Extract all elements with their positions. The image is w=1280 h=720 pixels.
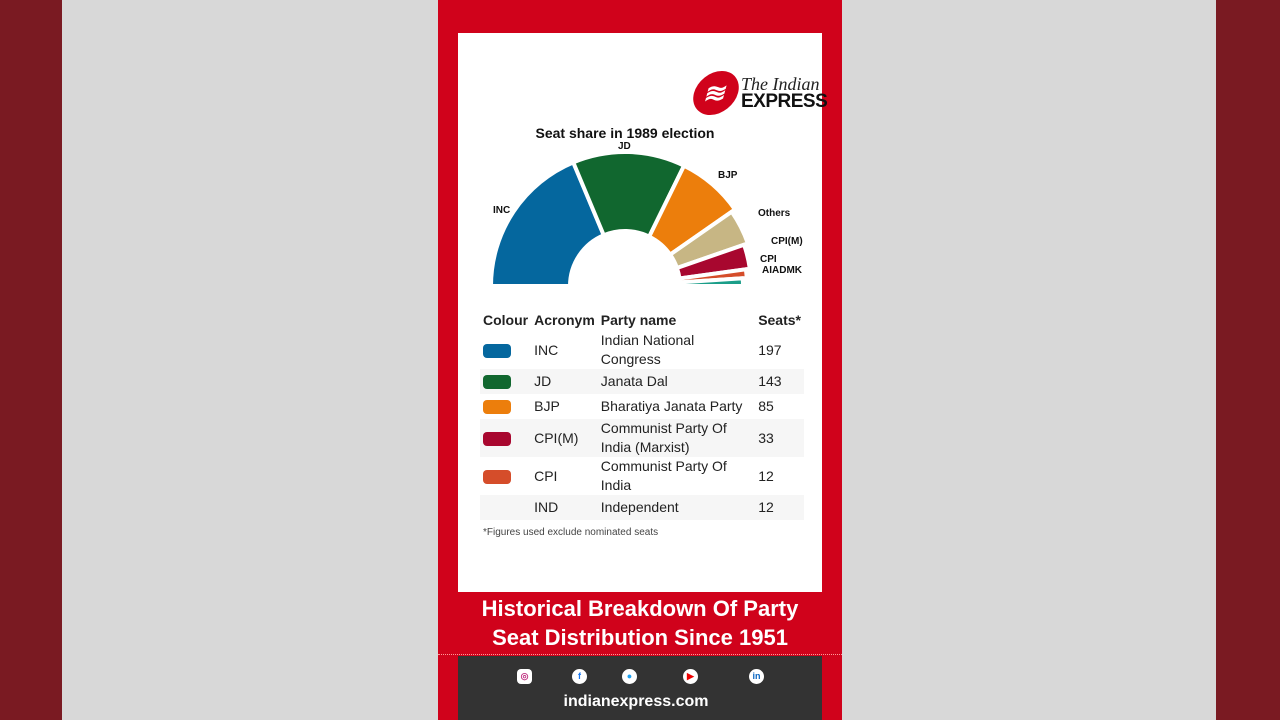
table-row: INC Indian National Congress 197 <box>480 331 804 369</box>
header-seats: Seats* <box>758 312 801 328</box>
colour-cell <box>480 331 531 369</box>
seats-cell: 33 <box>755 419 804 457</box>
header-colour: Colour <box>483 312 529 328</box>
party-name-cell: Indian National Congress <box>600 332 695 367</box>
colour-cell <box>480 369 532 394</box>
table-row: JD Janata Dal 143 <box>480 369 804 394</box>
colour-swatch <box>483 343 511 358</box>
blurred-background-right <box>842 0 1280 720</box>
acronym-cell: JD <box>531 369 598 394</box>
banner-line-2: Seat Distribution Since 1951 <box>492 625 788 650</box>
label-bjp: BJP <box>718 170 738 181</box>
logo-text-2: EXPRESS <box>741 91 828 112</box>
label-jd: JD <box>618 141 631 152</box>
segment-aiadmk <box>677 276 745 288</box>
party-name-cell: Bharatiya Janata Party <box>600 398 743 414</box>
colour-swatch <box>483 400 511 415</box>
seats-cell: 12 <box>755 495 804 520</box>
colour-cell <box>480 495 532 520</box>
banner-line-1: Historical Breakdown Of Party <box>481 596 799 621</box>
table-row: IND Independent 12 <box>480 495 804 520</box>
colour-swatch <box>483 469 511 484</box>
colour-swatch <box>483 375 511 390</box>
youtube-icon[interactable]: ▶ <box>683 669 698 684</box>
party-name-cell: Independent <box>597 495 756 520</box>
facebook-icon[interactable]: f <box>572 669 587 684</box>
seats-cell: 85 <box>758 398 774 414</box>
footer: ◎ f ● ▶ in indianexpress.com <box>458 656 822 720</box>
instagram-icon[interactable]: ◎ <box>517 669 532 684</box>
table-row: BJP Bharatiya Janata Party 85 <box>480 394 804 419</box>
infographic-card: ≋ The Indian EXPRESS Seat share in 1989 e… <box>458 33 828 592</box>
indian-express-logo: ≋ The Indian EXPRESS <box>688 71 828 115</box>
site-link[interactable]: indianexpress.com <box>563 693 709 710</box>
header-party-name: Party name <box>600 312 677 328</box>
acronym-cell: CPI <box>534 467 558 484</box>
party-name-cell: Communist Party Of India <box>600 458 727 493</box>
acronym-cell: INC <box>534 341 559 358</box>
acronym-cell: BJP <box>534 398 560 414</box>
blurred-background-left <box>0 0 438 720</box>
party-name-cell: Communist Party Of India (Marxist) <box>597 419 756 457</box>
party-name-cell: Janata Dal <box>597 369 756 394</box>
chart-title: Seat share in 1989 election <box>535 125 715 141</box>
seats-cell: 143 <box>755 369 804 394</box>
title-banner: Historical Breakdown Of Party Seat Distr… <box>438 592 842 655</box>
label-cpi: CPI <box>760 254 777 265</box>
colour-cell <box>480 457 531 495</box>
logo-text-1: The Indian <box>741 74 820 94</box>
table-row: CPI Communist Party Of India 12 <box>480 457 804 495</box>
label-others: Others <box>758 208 791 219</box>
seats-cell: 197 <box>758 341 782 358</box>
twitter-icon[interactable]: ● <box>622 669 637 684</box>
segment-inc <box>489 160 606 288</box>
label-aiadmk: AIADMK <box>762 265 803 276</box>
table-row: CPI(M) Communist Party Of India (Marxist… <box>480 419 804 457</box>
footnote: *Figures used exclude nominated seats <box>483 527 659 538</box>
colour-swatch <box>483 431 511 446</box>
header-acronym: Acronym <box>534 312 595 328</box>
acronym-cell: IND <box>531 495 598 520</box>
segment-bjp <box>647 163 737 257</box>
colour-cell <box>480 394 531 419</box>
colour-cell <box>480 419 532 457</box>
seats-cell: 12 <box>758 467 774 484</box>
linkedin-icon[interactable]: in <box>749 669 764 684</box>
party-table: Colour Acronym Party name Seats* INC Ind… <box>480 309 804 520</box>
label-inc: INC <box>493 205 510 216</box>
label-cpim: CPI(M) <box>771 236 803 247</box>
acronym-cell: CPI(M) <box>531 419 598 457</box>
